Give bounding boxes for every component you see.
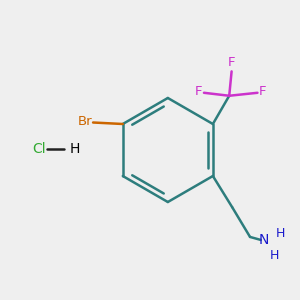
Text: N: N [259,233,269,247]
Text: Cl: Cl [33,142,46,155]
Text: H: H [276,227,285,241]
Text: Br: Br [77,115,92,128]
Text: F: F [259,85,266,98]
Text: H: H [270,249,279,262]
Text: F: F [195,85,202,98]
Text: H: H [69,142,80,155]
Text: F: F [228,56,236,69]
